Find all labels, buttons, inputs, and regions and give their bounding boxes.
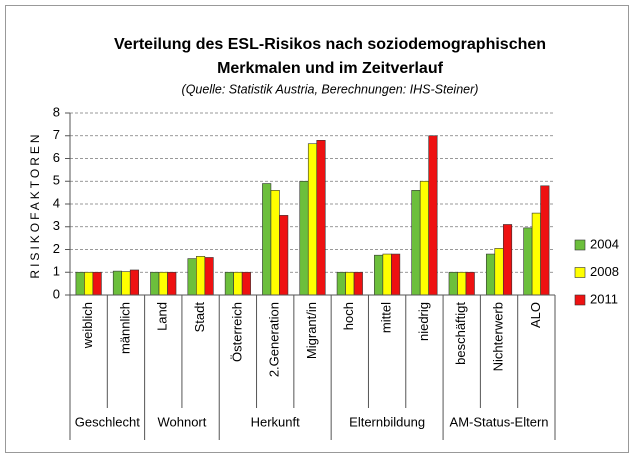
y-tick-label: 4 (53, 195, 60, 210)
bar (129, 269, 140, 296)
bar (523, 227, 533, 296)
bar (299, 180, 309, 296)
x-tick-label: weiblich (80, 302, 95, 349)
x-tick-label: Österreich (229, 302, 244, 362)
x-tick-label: Stadt (192, 302, 207, 333)
y-tick-label: 0 (53, 286, 60, 301)
x-tick-label: Migrant/in (304, 302, 319, 359)
bar (224, 271, 234, 296)
bar (457, 271, 467, 296)
chart-title: Merkmalen und im Zeitverlauf (217, 60, 444, 77)
bar (167, 271, 177, 296)
group-label: Geschlecht (75, 414, 140, 429)
group-label: AM-Status-Eltern (450, 414, 549, 429)
y-axis-label: RISIKOFAKTOREN (28, 131, 42, 278)
legend-label: 2004 (590, 236, 619, 251)
chart-subtitle: (Quelle: Statistik Austria, Berechnungen… (182, 82, 479, 96)
bar (428, 135, 438, 296)
bar (196, 256, 206, 296)
bar (270, 190, 280, 296)
y-tick-label: 6 (53, 150, 60, 165)
bar (241, 271, 251, 296)
bar (382, 253, 392, 296)
legend-label: 2008 (590, 264, 619, 279)
legend-swatch (574, 267, 586, 278)
bar (204, 257, 214, 296)
bar (336, 271, 346, 296)
x-tick-label: männlich (117, 302, 132, 354)
bar (494, 248, 504, 296)
x-tick-label: Nichterwerb (490, 302, 505, 371)
bar (419, 180, 429, 296)
legend-swatch (574, 294, 586, 306)
x-tick-label: niedrig (416, 302, 431, 341)
y-tick-label: 2 (53, 241, 60, 256)
bar (316, 140, 326, 296)
group-label: Wohnort (157, 414, 206, 429)
bar (158, 271, 168, 296)
bar (150, 271, 160, 296)
bar (307, 143, 318, 296)
bar (92, 271, 102, 296)
bar (75, 271, 85, 296)
x-tick-label: hoch (341, 302, 356, 330)
group-label: Elternbildung (349, 414, 425, 429)
bar (391, 253, 401, 296)
legend-label: 2011 (590, 291, 618, 306)
x-tick-label: mittel (379, 302, 394, 333)
x-tick-label: ALO (528, 302, 543, 328)
y-tick-label: 5 (53, 173, 60, 188)
bar (112, 270, 123, 296)
bar (187, 258, 197, 296)
bar (279, 215, 289, 296)
bar (540, 185, 550, 296)
bar (465, 271, 475, 296)
bar (531, 212, 541, 296)
x-tick-label: Land (155, 302, 170, 331)
y-tick-label: 7 (53, 127, 60, 142)
y-tick-label: 1 (53, 264, 60, 279)
bar (448, 271, 458, 296)
bar (374, 254, 384, 296)
legend-swatch (574, 239, 586, 251)
group-label: Herkunft (251, 414, 301, 429)
bar (411, 190, 421, 296)
x-tick-label: 2.Generation (267, 302, 282, 377)
bar (233, 271, 243, 296)
bar (121, 271, 131, 296)
bar (84, 271, 94, 296)
bar (353, 271, 363, 296)
bar (262, 183, 272, 296)
bar (502, 224, 513, 296)
chart-title: Verteilung des ESL-Risikos nach soziodem… (114, 36, 546, 53)
y-tick-label: 8 (53, 104, 60, 119)
y-tick-label: 3 (53, 218, 60, 233)
bar (345, 271, 355, 296)
x-tick-label: beschäftigt (453, 302, 468, 365)
bar (485, 253, 496, 296)
